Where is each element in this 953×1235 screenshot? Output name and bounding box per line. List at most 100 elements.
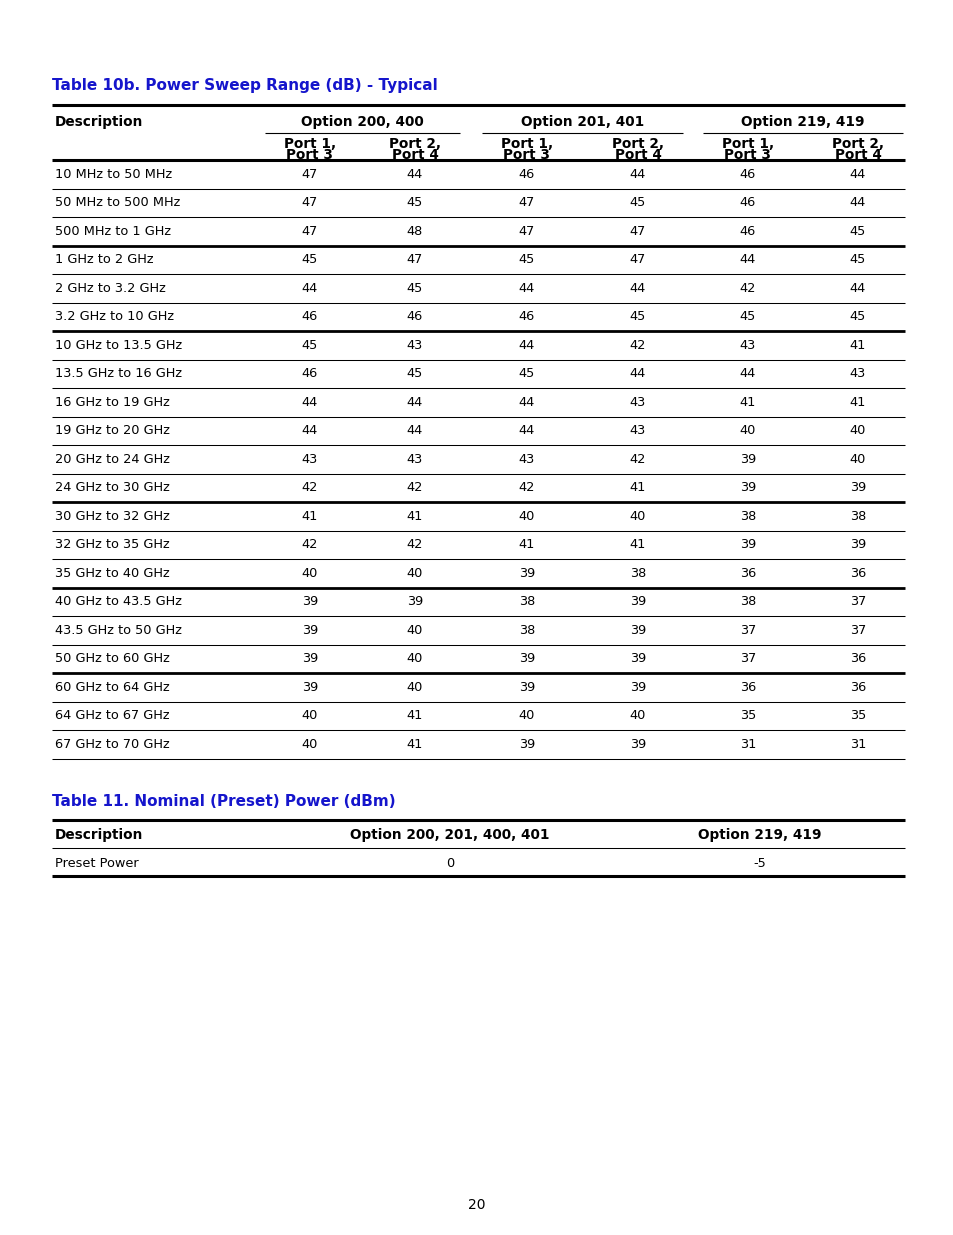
Text: 42: 42 [301,482,318,494]
Text: 39: 39 [301,624,317,637]
Text: 46: 46 [740,225,756,238]
Text: 43: 43 [301,453,317,466]
Text: 47: 47 [301,225,317,238]
Text: 37: 37 [849,624,865,637]
Text: 30 GHz to 32 GHz: 30 GHz to 32 GHz [55,510,170,522]
Text: 45: 45 [849,310,865,324]
Text: 39: 39 [740,538,756,551]
Text: 45: 45 [406,196,423,209]
Text: Port 4: Port 4 [391,148,438,162]
Text: 42: 42 [629,338,645,352]
Text: 31: 31 [739,737,756,751]
Text: 42: 42 [739,282,756,295]
Text: 60 GHz to 64 GHz: 60 GHz to 64 GHz [55,680,170,694]
Text: Table 11. Nominal (Preset) Power (dBm): Table 11. Nominal (Preset) Power (dBm) [52,794,395,809]
Text: 39: 39 [518,652,535,666]
Text: 38: 38 [629,567,645,579]
Text: 44: 44 [849,168,865,180]
Text: 37: 37 [849,595,865,609]
Text: 46: 46 [518,168,535,180]
Text: 46: 46 [301,310,317,324]
Text: 47: 47 [301,196,317,209]
Text: 38: 38 [740,510,756,522]
Text: 41: 41 [406,510,423,522]
Text: 20 GHz to 24 GHz: 20 GHz to 24 GHz [55,453,170,466]
Text: 3.2 GHz to 10 GHz: 3.2 GHz to 10 GHz [55,310,173,324]
Text: 38: 38 [849,510,865,522]
Text: 39: 39 [740,453,756,466]
Text: 50 GHz to 60 GHz: 50 GHz to 60 GHz [55,652,170,666]
Text: 38: 38 [740,595,756,609]
Text: Port 2,: Port 2, [612,137,663,151]
Text: 45: 45 [406,367,423,380]
Text: 41: 41 [849,338,865,352]
Text: 38: 38 [518,624,535,637]
Text: 44: 44 [629,367,645,380]
Text: 16 GHz to 19 GHz: 16 GHz to 19 GHz [55,395,170,409]
Text: 36: 36 [740,567,756,579]
Text: 42: 42 [301,538,318,551]
Text: 37: 37 [740,624,756,637]
Text: 43: 43 [849,367,865,380]
Text: Option 201, 401: Option 201, 401 [520,115,643,128]
Text: Option 200, 400: Option 200, 400 [301,115,423,128]
Text: 47: 47 [406,253,423,267]
Text: 40: 40 [849,425,865,437]
Text: Port 1,: Port 1, [721,137,773,151]
Text: 44: 44 [518,395,535,409]
Text: 47: 47 [301,168,317,180]
Text: 64 GHz to 67 GHz: 64 GHz to 67 GHz [55,709,170,722]
Text: 36: 36 [849,680,865,694]
Text: 43: 43 [406,453,423,466]
Text: 40: 40 [849,453,865,466]
Text: 10 MHz to 50 MHz: 10 MHz to 50 MHz [55,168,172,180]
Text: 44: 44 [518,338,535,352]
Text: 47: 47 [629,225,645,238]
Text: 45: 45 [301,253,317,267]
Text: 41: 41 [629,538,645,551]
Text: 24 GHz to 30 GHz: 24 GHz to 30 GHz [55,482,170,494]
Text: 38: 38 [518,595,535,609]
Text: 40: 40 [406,624,423,637]
Text: 39: 39 [740,482,756,494]
Text: 19 GHz to 20 GHz: 19 GHz to 20 GHz [55,425,170,437]
Text: 39: 39 [518,567,535,579]
Text: 44: 44 [740,367,756,380]
Text: 41: 41 [629,482,645,494]
Text: 39: 39 [518,680,535,694]
Text: 40: 40 [406,680,423,694]
Text: 40: 40 [739,425,756,437]
Text: Port 1,: Port 1, [284,137,335,151]
Text: 39: 39 [849,538,865,551]
Text: 44: 44 [518,282,535,295]
Text: Port 2,: Port 2, [831,137,883,151]
Text: 43: 43 [406,338,423,352]
Text: 47: 47 [518,225,535,238]
Text: 10 GHz to 13.5 GHz: 10 GHz to 13.5 GHz [55,338,182,352]
Text: 45: 45 [629,310,645,324]
Text: 41: 41 [849,395,865,409]
Text: Description: Description [55,829,143,842]
Text: 45: 45 [301,338,317,352]
Text: 40: 40 [629,510,645,522]
Text: 39: 39 [518,737,535,751]
Text: 41: 41 [406,709,423,722]
Text: 44: 44 [406,425,423,437]
Text: 45: 45 [740,310,756,324]
Text: 40: 40 [406,652,423,666]
Text: 44: 44 [849,196,865,209]
Text: Port 3: Port 3 [723,148,771,162]
Text: 43: 43 [740,338,756,352]
Text: 39: 39 [301,595,317,609]
Text: 46: 46 [301,367,317,380]
Text: 46: 46 [406,310,423,324]
Text: 40: 40 [301,567,318,579]
Text: 43: 43 [629,425,645,437]
Text: -5: -5 [753,857,765,869]
Text: 20: 20 [468,1198,485,1212]
Text: 44: 44 [518,425,535,437]
Text: 40: 40 [518,709,535,722]
Text: 40: 40 [301,709,318,722]
Text: Option 200, 201, 400, 401: Option 200, 201, 400, 401 [350,829,549,842]
Text: 45: 45 [629,196,645,209]
